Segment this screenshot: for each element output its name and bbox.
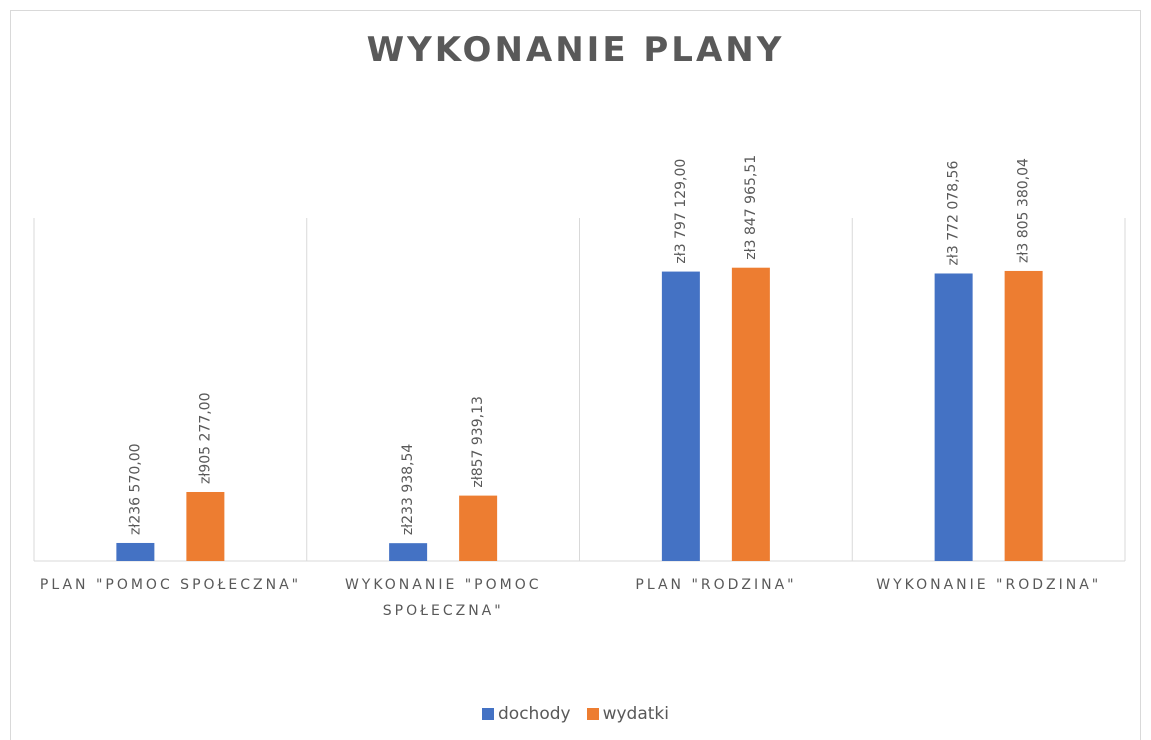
legend-label: dochody: [498, 704, 571, 724]
legend-swatch: [482, 708, 494, 720]
value-label: zł3 805 380,04: [1016, 158, 1032, 263]
legend: dochody wydatki: [0, 704, 1151, 724]
x-tick-label: PLAN "RODZINA": [635, 577, 797, 593]
bar: [459, 495, 498, 561]
chart-title: WYKONANIE PLANY: [366, 30, 785, 70]
legend-item: dochody: [482, 704, 571, 724]
x-tick-label: WYKONANIE "POMOC SPOŁECZNA": [344, 577, 542, 619]
legend-swatch: [586, 708, 599, 720]
value-label: zł905 277,00: [197, 392, 213, 484]
bar: [661, 271, 700, 561]
value-label: zł233 938,54: [400, 444, 416, 536]
bar: [731, 267, 770, 561]
x-tick-label: WYKONANIE "RODZINA": [876, 577, 1102, 593]
value-label: zł3 797 129,00: [673, 159, 689, 264]
value-label: zł236 570,00: [127, 443, 143, 535]
bar: [389, 543, 428, 561]
bar: [186, 491, 225, 561]
legend-item: wydatki: [586, 704, 669, 724]
x-tick-label: PLAN "POMOC SPOŁECZNA": [39, 577, 302, 593]
value-label: zł3 772 078,56: [946, 161, 962, 266]
value-label: zł3 847 965,51: [743, 155, 759, 260]
chart-border: [10, 10, 1141, 740]
value-label: zł857 939,13: [470, 396, 486, 488]
bar: [934, 273, 973, 561]
bar: [116, 542, 155, 561]
bar: [1004, 270, 1043, 561]
legend-label: wydatki: [602, 704, 669, 724]
